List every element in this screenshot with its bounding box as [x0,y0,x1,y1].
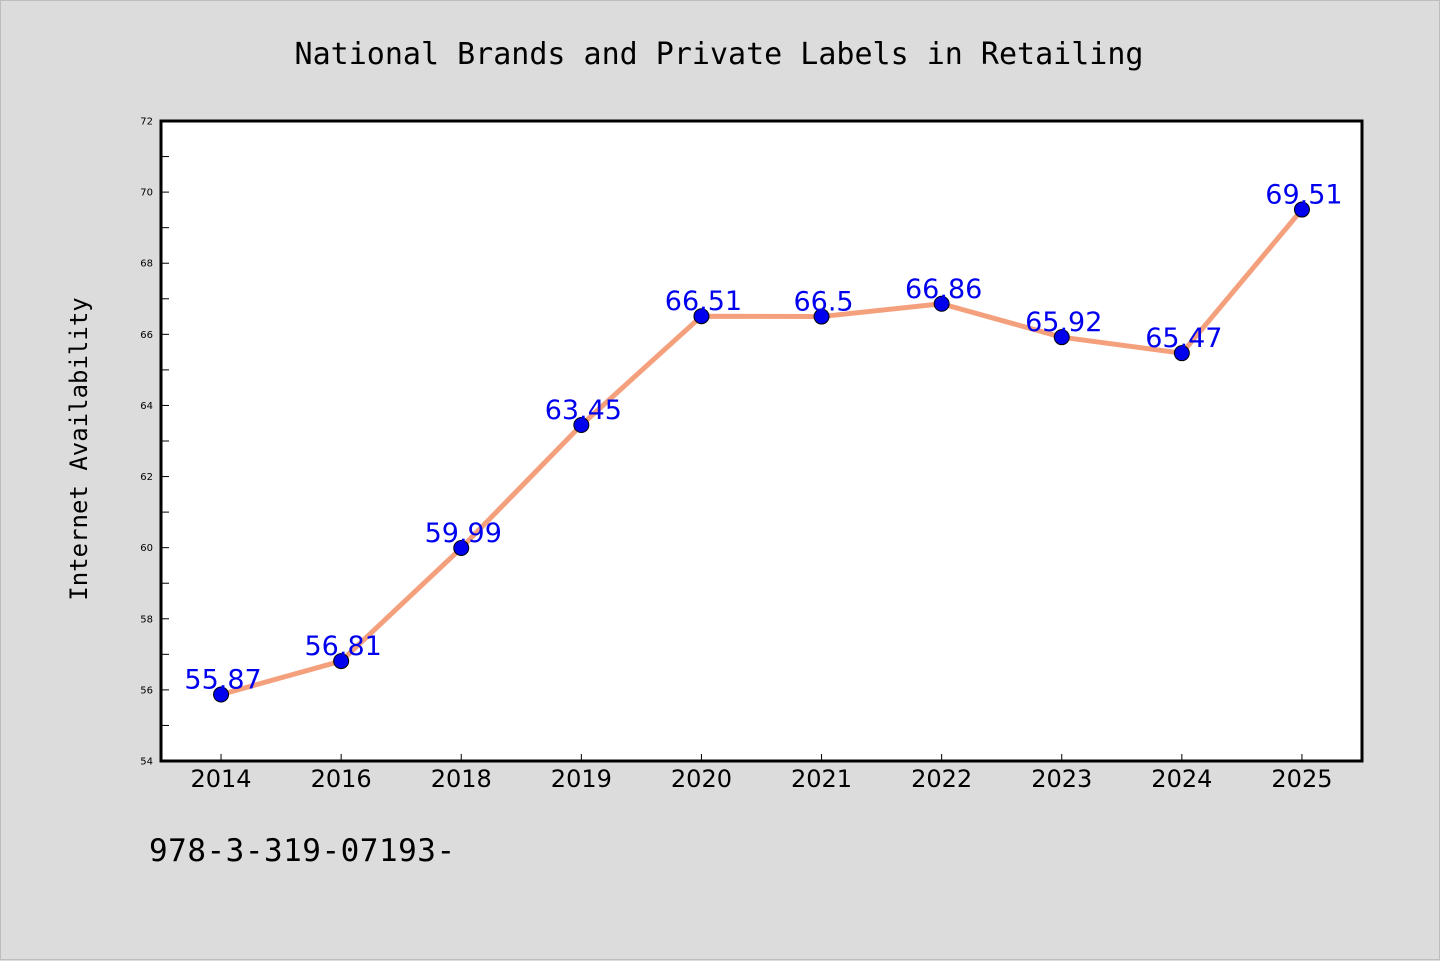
data-point-2021 [813,308,830,325]
x-tick-label: 2024 [1151,765,1212,793]
data-label-2020: 66.51 [665,286,742,317]
x-tick-label: 2023 [1031,765,1092,793]
y-tick-label: 62 [140,472,153,483]
data-label-2024: 65.47 [1145,323,1222,354]
y-tick-label: 66 [140,330,153,341]
data-label-2018: 59.99 [425,518,502,549]
data-series [213,201,1310,703]
x-tick-label: 2014 [191,765,252,793]
data-point-2014 [213,686,230,703]
data-point-2018 [453,540,470,557]
y-tick-label: 68 [140,259,153,270]
y-tick-label: 60 [140,543,153,554]
y-tick-label: 56 [140,685,153,696]
chart-title: National Brands and Private Labels in Re… [295,37,1144,72]
data-point-2020 [693,308,710,325]
x-tick-label: 2025 [1271,765,1332,793]
y-tick-label: 70 [140,188,153,199]
data-point-2016 [333,653,350,670]
y-axis-label: Internet Availability [65,297,93,600]
footer-code: 978-3-319-07193- [149,833,456,869]
series-line [218,207,1305,698]
data-label-2019: 63.45 [545,395,622,426]
plot-area [159,119,1364,763]
x-tick-label: 2021 [791,765,852,793]
x-tick-label: 2019 [551,765,612,793]
data-point-2019 [573,417,590,433]
x-tick-label: 2020 [671,765,732,793]
data-label-2021: 66.5 [793,287,853,318]
data-label-2023: 65.92 [1025,307,1102,338]
data-point-2024 [1173,345,1190,362]
data-point-2023 [1053,329,1070,346]
y-axis: 54 56 58 60 62 64 66 68 70 72 [140,117,169,768]
data-label-2025: 69.51 [1265,180,1342,211]
y-tick-label: 64 [140,401,153,412]
y-tick-label: 54 [140,757,153,768]
x-axis: 2014 2016 2018 2019 2020 2021 2022 2023 2024 2025 [191,754,1332,793]
data-point-2025 [1293,201,1310,218]
data-point-2022 [933,295,950,312]
data-labels: 55.87 56.81 59.99 63.45 66.51 66.5 66.86 65.92 6… [184,180,1342,696]
x-tick-label: 2022 [911,765,972,793]
y-tick-label: 72 [140,117,153,128]
data-label-2022: 66.86 [905,274,982,305]
y-tick-label: 58 [140,614,153,625]
x-tick-label: 2016 [311,765,372,793]
data-label-2014: 55.87 [184,665,261,696]
data-label-2016: 56.81 [305,631,382,662]
x-tick-label: 2018 [431,765,492,793]
